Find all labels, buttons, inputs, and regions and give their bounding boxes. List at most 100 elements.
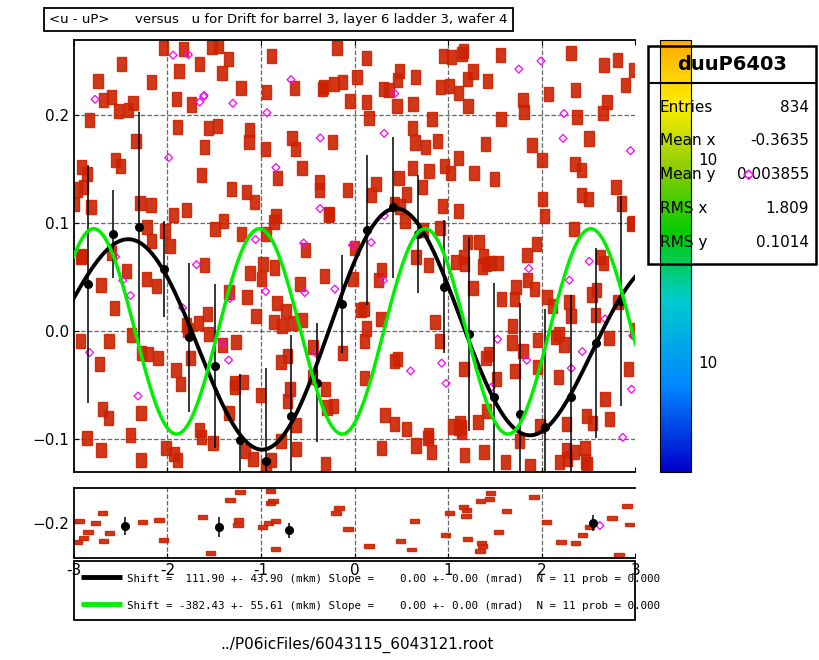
Point — [313, 203, 326, 214]
Bar — [612, 53, 621, 67]
Bar — [620, 78, 630, 92]
Bar — [376, 312, 385, 326]
Bar — [553, 370, 563, 383]
Bar — [482, 73, 491, 88]
Bar — [79, 536, 88, 540]
Bar — [276, 355, 286, 370]
Bar — [364, 111, 373, 125]
Bar — [444, 511, 454, 515]
Bar — [547, 299, 557, 313]
Bar — [154, 518, 164, 522]
Bar — [260, 142, 270, 156]
Bar — [187, 98, 196, 112]
Bar — [237, 227, 247, 241]
Bar — [479, 445, 488, 459]
Bar — [217, 66, 227, 80]
Bar — [97, 512, 107, 515]
Bar — [229, 376, 238, 390]
Bar — [613, 552, 622, 556]
Bar — [276, 434, 285, 448]
Bar — [583, 192, 592, 207]
Bar — [137, 346, 146, 360]
Bar — [328, 77, 338, 91]
Bar — [195, 422, 204, 437]
Bar — [262, 84, 271, 98]
Bar — [419, 223, 428, 238]
Bar — [287, 131, 296, 145]
Bar — [271, 209, 280, 223]
Bar — [361, 51, 371, 65]
Bar — [153, 351, 162, 365]
Bar — [454, 86, 463, 100]
Point — [259, 286, 272, 296]
Bar — [212, 119, 222, 133]
Bar — [319, 269, 328, 283]
Bar — [348, 272, 357, 286]
Point — [124, 290, 137, 301]
Bar — [171, 362, 180, 377]
Bar — [555, 540, 565, 544]
Bar — [565, 310, 575, 323]
Point — [387, 88, 400, 99]
Bar — [459, 257, 468, 271]
Bar — [626, 217, 636, 232]
Bar — [408, 97, 418, 111]
Bar — [580, 442, 589, 455]
Bar — [143, 347, 152, 362]
Bar — [242, 290, 251, 304]
Bar — [401, 187, 410, 201]
Bar — [146, 199, 156, 213]
Text: 834: 834 — [779, 100, 808, 115]
Bar — [532, 236, 541, 251]
Bar — [324, 207, 333, 221]
Bar — [459, 448, 468, 462]
Bar — [261, 226, 270, 241]
Bar — [128, 96, 138, 110]
Point — [109, 251, 122, 262]
Point — [626, 331, 639, 341]
Bar — [117, 57, 126, 71]
Bar — [566, 46, 575, 60]
Point — [593, 520, 606, 531]
Bar — [493, 529, 502, 533]
Bar — [599, 58, 608, 72]
Text: ../P06icFiles/6043115_6043121.root: ../P06icFiles/6043115_6043121.root — [219, 637, 493, 653]
Bar — [204, 121, 213, 135]
Bar — [97, 402, 107, 416]
Bar — [72, 183, 81, 197]
Bar — [496, 292, 505, 306]
Bar — [337, 346, 346, 360]
Bar — [523, 273, 532, 287]
Bar — [518, 106, 528, 119]
Bar — [480, 137, 490, 151]
Bar — [90, 521, 100, 525]
Bar — [124, 103, 133, 117]
Bar — [584, 525, 593, 529]
Bar — [572, 110, 581, 124]
Bar — [256, 273, 265, 286]
Bar — [463, 71, 472, 86]
Bar — [292, 442, 301, 456]
Point — [404, 366, 417, 376]
Point — [615, 432, 628, 443]
Bar — [543, 87, 553, 101]
Bar — [219, 214, 228, 228]
Bar — [197, 430, 206, 444]
Bar — [475, 499, 485, 503]
Bar — [456, 424, 465, 438]
Bar — [417, 180, 427, 193]
Bar — [509, 364, 519, 378]
Bar — [559, 337, 568, 352]
Bar — [244, 135, 253, 148]
Bar — [468, 65, 477, 79]
Bar — [199, 258, 209, 272]
Bar — [389, 197, 399, 211]
Point — [439, 378, 452, 389]
Point — [557, 108, 570, 119]
Bar — [435, 221, 444, 236]
Bar — [554, 327, 563, 341]
Bar — [483, 347, 493, 362]
Bar — [366, 187, 376, 202]
Text: Shift =  111.90 +- 43.90 (mkm) Slope =    0.00 +- 0.00 (mrad)  N = 11 prob = 0.0: Shift = 111.90 +- 43.90 (mkm) Slope = 0.… — [127, 574, 659, 584]
Bar — [79, 180, 88, 194]
